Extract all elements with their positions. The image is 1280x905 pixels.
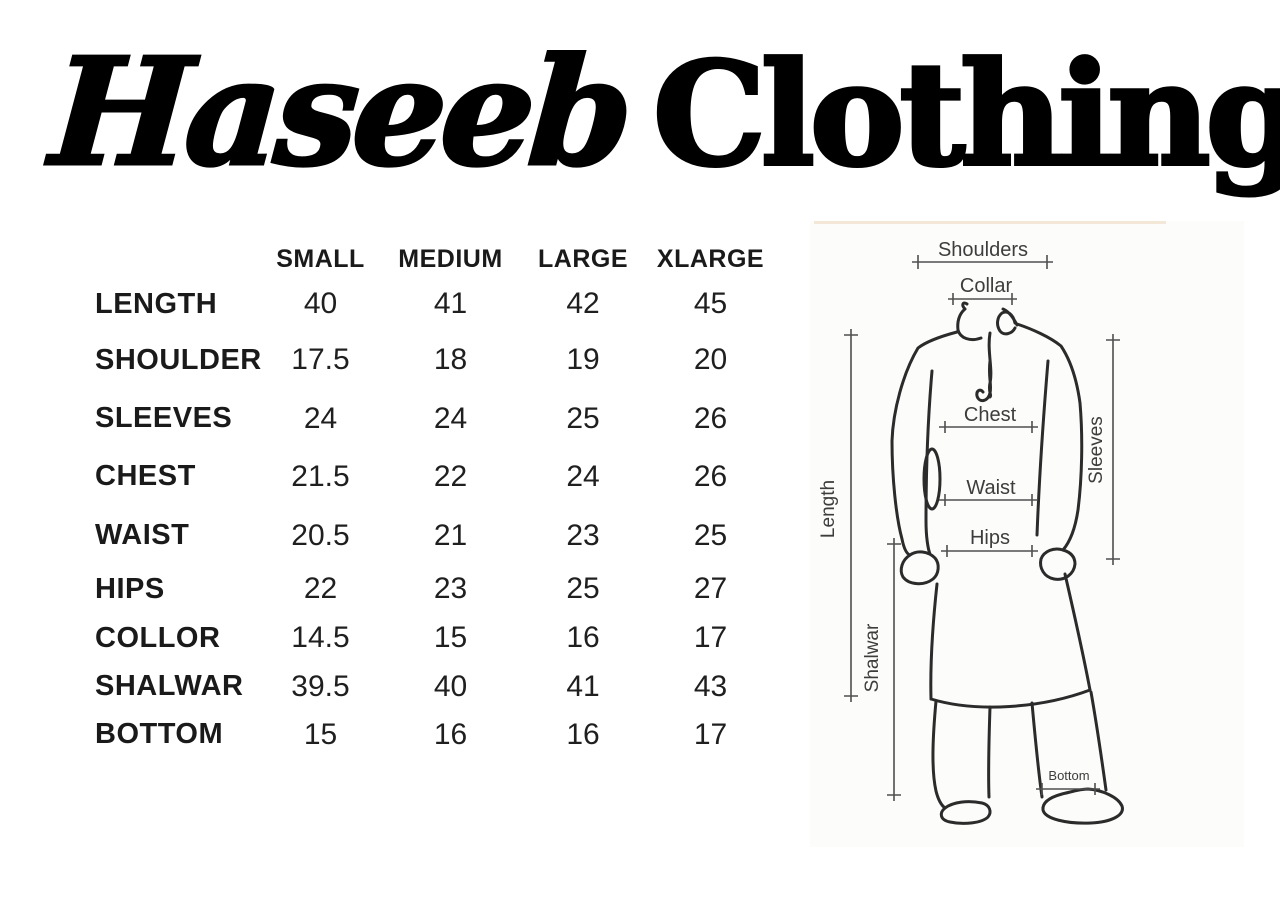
size-value: 18: [433, 343, 468, 376]
size-value: 42: [566, 287, 600, 320]
left-leg-inner: [987, 705, 992, 799]
right-sleeve-outer: [1015, 322, 1084, 552]
size-value: 23: [566, 518, 600, 552]
size-value: 25: [566, 572, 600, 605]
body-left-edge: [929, 582, 939, 701]
size-value: 16: [433, 717, 468, 751]
length-label: Length: [818, 480, 839, 538]
row-label-sleeves: SLEEVES: [95, 402, 233, 434]
size-value: 26: [693, 401, 728, 435]
size-value: 24: [566, 459, 600, 493]
right-leg-outer: [1089, 690, 1108, 792]
hips-measure-line: [941, 545, 1038, 557]
size-value: 25: [693, 518, 728, 552]
left-shoe: [939, 800, 992, 825]
bottom-label: Bottom: [1048, 768, 1089, 783]
right-cuff: [1039, 547, 1077, 581]
size-value: 40: [303, 287, 338, 320]
left-sleeve-outer: [890, 330, 959, 557]
size-chart-table: SMALL MEDIUM LARGE XLARGE LENGTH 40 41 4…: [88, 240, 773, 759]
size-value: 26: [693, 459, 728, 493]
size-value: 14.5: [291, 621, 350, 654]
sleeves-measure-line: [1106, 334, 1120, 565]
length-measure-line: [844, 329, 858, 702]
size-value: 16: [566, 621, 600, 654]
row-label-chest: CHEST: [95, 460, 196, 492]
shalwar-measure-line: [887, 538, 901, 801]
size-value: 27: [693, 572, 728, 605]
size-value: 40: [433, 669, 468, 703]
size-value: 21.5: [291, 459, 350, 493]
row-label-shoulder: SHOULDER: [95, 343, 262, 376]
kurta-outline: [890, 301, 1124, 825]
kurta-shalwar-diagram: Shoulders Collar Chest Waist Hips Bottom…: [818, 239, 1124, 825]
left-sleeve-inner: [924, 369, 934, 556]
brand-logo-script-word: Haseeb: [44, 24, 634, 201]
column-header-small: SMALL: [276, 244, 365, 273]
row-label-waist: WAIST: [95, 519, 190, 551]
size-value: 23: [433, 572, 468, 605]
size-value: 20: [693, 343, 728, 376]
row-label-collor: COLLOR: [95, 621, 221, 654]
shalwar-label: Shalwar: [862, 623, 883, 692]
right-shoe: [1041, 787, 1124, 825]
left-leg-outer: [931, 699, 947, 810]
size-value: 25: [566, 401, 600, 435]
size-value: 21: [433, 518, 468, 552]
left-cuff: [899, 550, 940, 586]
size-value: 41: [433, 287, 468, 320]
size-value: 24: [303, 401, 338, 435]
row-label-bottom: BOTTOM: [95, 718, 224, 750]
size-value: 17: [693, 621, 728, 654]
size-value: 24: [433, 401, 468, 435]
size-value: 39.5: [291, 669, 350, 703]
size-value: 19: [566, 343, 600, 376]
collar-measure-line: [948, 293, 1017, 305]
collar-left-stroke: [956, 301, 983, 342]
chest-measure-line: [939, 421, 1038, 433]
kurta-hem: [929, 688, 1092, 709]
side-slit: [922, 447, 942, 511]
brand-logo-serif-word: Clothing: [651, 32, 1280, 198]
size-value: 22: [433, 459, 468, 493]
size-value: 17: [693, 717, 728, 751]
row-label-shalwar: SHALWAR: [95, 670, 244, 702]
column-header-xlarge: XLARGE: [656, 244, 765, 273]
hips-label: Hips: [970, 527, 1010, 549]
waist-label: Waist: [966, 477, 1016, 499]
measurement-lines: [844, 255, 1120, 801]
size-value: 20.5: [291, 518, 350, 552]
waist-measure-line: [939, 494, 1038, 506]
panel-top-accent-line: [814, 221, 1166, 224]
corner-cell: [88, 240, 258, 278]
brand-logo: Haseeb Clothing: [44, 24, 1280, 201]
row-label-length: LENGTH: [95, 287, 218, 320]
collar-label: Collar: [960, 275, 1013, 297]
size-value: 43: [693, 669, 728, 703]
button-placket: [975, 331, 993, 402]
size-value: 15: [433, 621, 468, 654]
size-value: 45: [693, 287, 728, 320]
column-header-large: LARGE: [538, 244, 628, 273]
size-value: 15: [303, 717, 338, 751]
measurement-diagram-panel: Shoulders Collar Chest Waist Hips Bottom…: [810, 221, 1244, 847]
collar-right-stroke: [996, 307, 1019, 336]
body-right-edge: [1063, 572, 1092, 692]
shoulders-label: Shoulders: [938, 239, 1028, 261]
right-leg-inner: [1030, 701, 1044, 799]
right-sleeve-inner: [1035, 359, 1050, 537]
bottom-measure-line: [1036, 783, 1100, 795]
row-label-hips: HIPS: [95, 572, 165, 605]
size-value: 41: [566, 669, 600, 703]
shoulders-measure-line: [912, 255, 1053, 269]
column-header-medium: MEDIUM: [398, 244, 503, 273]
chest-label: Chest: [964, 404, 1017, 426]
size-value: 17.5: [291, 343, 350, 376]
size-value: 22: [303, 572, 338, 605]
sleeves-label: Sleeves: [1086, 416, 1107, 484]
size-value: 16: [566, 717, 600, 751]
